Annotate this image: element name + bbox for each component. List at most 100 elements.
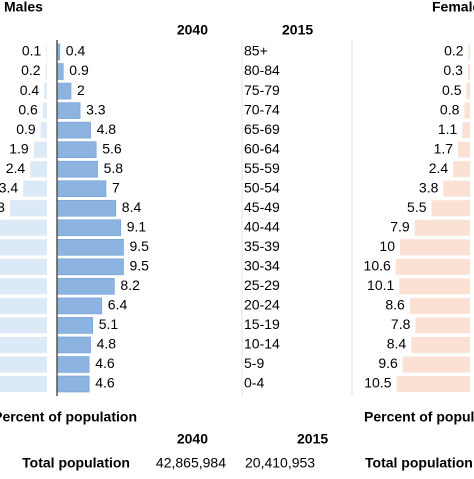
value-label: 9.5: [130, 258, 150, 274]
bar: [409, 297, 470, 314]
bar: [453, 161, 470, 178]
value-label: 8.4: [387, 336, 407, 352]
bar: [56, 239, 124, 256]
value-label: 8.4: [122, 199, 142, 215]
bar: [56, 219, 122, 237]
bar: [414, 219, 470, 236]
bar: [30, 161, 47, 178]
bar: [399, 278, 470, 295]
bar: [56, 82, 72, 100]
bar: [56, 199, 117, 217]
bar: [44, 83, 47, 100]
category-label: 45-49: [244, 199, 280, 215]
bar: [0, 376, 47, 393]
panel-title: Females: [432, 0, 474, 15]
value-label: 6.4: [108, 297, 128, 313]
value-label: 0.2: [444, 43, 464, 59]
value-label: 0.3: [443, 62, 463, 78]
value-label: 8.2: [120, 277, 140, 293]
bar: [56, 141, 97, 158]
bar: [411, 336, 470, 353]
bar: [468, 44, 470, 60]
value-label: 2: [77, 82, 85, 98]
bar: [0, 278, 47, 295]
bar: [9, 200, 47, 217]
value-label: 5.3: [0, 199, 5, 215]
category-label: 40-44: [244, 218, 280, 234]
bar: [0, 297, 48, 314]
bar: [56, 356, 90, 373]
bar: [0, 239, 47, 256]
value-label: 3.3: [86, 101, 106, 117]
bar: [56, 297, 103, 315]
x-axis-label: Percent of population: [364, 409, 474, 425]
value-label: 10.6: [364, 258, 391, 274]
value-label: 10.1: [367, 277, 394, 293]
value-label: 1.9: [9, 140, 29, 156]
bar: [0, 317, 47, 334]
bar: [443, 180, 470, 197]
category-label: 0-4: [244, 375, 264, 391]
value-label: 5.1: [99, 316, 119, 332]
value-label: 4.6: [95, 375, 115, 391]
category-label: 35-39: [244, 238, 280, 254]
value-label: 0.4: [66, 43, 86, 59]
bar: [431, 200, 470, 217]
category-label: 75-79: [244, 82, 280, 98]
category-label: 70-74: [244, 101, 280, 117]
category-label: 15-19: [244, 316, 280, 332]
value-label: 10.5: [364, 375, 391, 391]
series-header: 2040: [177, 22, 208, 38]
total-label: Total population: [22, 455, 130, 471]
value-label: 2.4: [6, 160, 26, 176]
value-label: 2.4: [429, 160, 449, 176]
series-header: 2015: [282, 22, 313, 38]
category-label: 5-9: [244, 355, 264, 371]
value-label: 3.8: [419, 179, 439, 195]
bar: [462, 122, 470, 139]
value-label: 5.5: [407, 199, 427, 215]
value-label: 7.8: [391, 316, 411, 332]
value-label: 0.4: [20, 82, 40, 98]
value-label: 0.9: [69, 62, 89, 78]
value-label: 5.8: [104, 160, 124, 176]
bar: [56, 102, 81, 119]
bar: [402, 356, 470, 373]
bar: [56, 317, 94, 334]
value-label: 9.1: [127, 218, 147, 234]
value-label: 10: [379, 238, 395, 254]
bar: [56, 375, 90, 393]
value-label: 8.6: [385, 297, 405, 313]
bar: [56, 121, 91, 139]
bar: [0, 258, 47, 275]
bar: [42, 102, 47, 119]
category-label: 65-69: [244, 121, 280, 137]
value-label: 0.9: [16, 121, 36, 137]
value-label: 7: [112, 179, 120, 195]
x-axis-label: Percent of population: [0, 409, 137, 425]
bar: [466, 83, 470, 100]
bar: [46, 44, 47, 60]
total-value: 42,865,984: [156, 455, 226, 471]
value-label: 1.1: [438, 121, 458, 137]
value-label: 4.8: [97, 336, 117, 352]
bar: [396, 376, 470, 393]
bar: [56, 160, 98, 178]
category-label: 50-54: [244, 179, 280, 195]
bar: [467, 63, 470, 80]
category-label: 80-84: [244, 62, 280, 78]
bar: [56, 258, 124, 276]
value-label: 0.8: [440, 101, 460, 117]
bar: [395, 258, 470, 275]
footer-year: 2040: [177, 431, 208, 447]
value-label: 0.2: [21, 62, 41, 78]
bar: [0, 219, 48, 236]
value-label: 4.8: [97, 121, 117, 137]
panel-title: Males: [4, 0, 43, 15]
bar: [56, 63, 64, 80]
category-label: 55-59: [244, 160, 280, 176]
value-label: 0.6: [18, 101, 38, 117]
value-label: 3.4: [0, 179, 18, 195]
bar: [56, 336, 91, 354]
bar: [45, 63, 47, 80]
